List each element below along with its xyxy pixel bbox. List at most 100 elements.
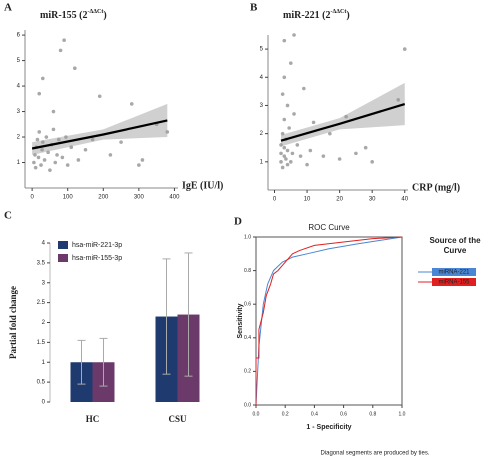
point [51,109,56,114]
point [311,120,316,125]
y-tick-label: 2 [260,131,264,137]
point [97,94,102,99]
point [40,140,45,144]
x-tick-label: 0.0 [253,411,260,417]
point [42,158,47,162]
point [36,155,41,160]
y-tick-label: 0.4 [244,335,251,341]
point [64,135,68,139]
point [295,143,300,147]
legend-title: Source of the Curve [429,236,481,255]
point [48,168,52,172]
chart-title: ROC Curve [308,223,350,232]
y-tick-label: 4 [42,241,46,247]
point [321,154,326,158]
plot-frame [255,236,403,406]
title-superscript: -ΔΔCt [88,9,104,15]
confidence-band [281,82,405,147]
point [402,47,407,51]
y-tick-label: 1 [42,360,46,366]
y-tick-label: 3 [260,103,264,109]
legend-swatch [58,254,68,262]
y-tick-label: 1 [17,160,21,166]
point [292,33,296,37]
point [40,76,45,81]
point [396,98,401,102]
point [58,48,63,53]
point [37,91,42,96]
roc-line [255,236,403,405]
fit-line [31,119,168,150]
panel-label: A [4,2,12,14]
x-tick-label: 1.0 [399,411,406,417]
legend-swatch [432,278,476,286]
x-tick-label: CSU [168,414,187,424]
point [308,148,313,153]
y-tick-label: 2.5 [37,300,46,306]
y-tick-label: 4 [260,75,264,81]
y-tick-label: 0.8 [244,268,251,274]
title-text: miR-155 (2 [40,10,88,21]
y-tick-label: 0 [42,400,46,406]
point [370,160,374,164]
point [129,102,134,106]
x-tick-label: 0.2 [282,411,289,417]
point [137,163,141,167]
point [290,151,295,156]
point [73,66,77,71]
point [39,163,43,167]
y-tick-label: 1 [260,159,264,165]
y-tick-label: 0.2 [244,369,251,375]
title-end: ) [103,10,106,21]
point [32,160,36,165]
point [344,114,348,119]
x-tick-label: 0.8 [369,411,376,417]
point [53,160,58,165]
point [282,75,287,80]
y-tick-label: 0.5 [37,380,46,386]
point [279,160,283,164]
legend-label: miRNA-221 [438,270,470,276]
x-tick-label: 0 [30,195,34,201]
x-tick-label: 100 [63,195,74,201]
point [46,150,50,155]
legend-label: miRNA-155 [438,280,470,286]
x-tick-label: 400 [169,195,180,201]
x-tick-label: 0.4 [311,411,318,417]
point [83,147,88,152]
chart-title: miR-155 (2-ΔΔCt) [40,9,107,21]
point [279,143,283,147]
point [65,163,70,167]
y-tick-label: 6 [17,33,21,39]
y-tick-label: 1.5 [37,340,46,346]
legend-label: hsa-miR-221-3p [72,242,122,249]
point [119,140,123,144]
point [279,151,283,156]
point [62,38,66,42]
x-tick-label: 0.6 [340,411,347,417]
y-axis-label: Partial fold change [8,286,18,359]
point [57,137,61,142]
x-axis-label: IgE (IU/l) [182,180,223,191]
panel-label: C [4,210,12,222]
point [363,145,368,150]
point [76,158,81,162]
point [292,112,296,116]
point [285,148,290,153]
point [305,162,309,167]
point [282,117,287,122]
point [280,165,285,170]
point [69,145,74,150]
legend-label: hsa-miR-155-3p [72,255,122,262]
y-tick-label: 3.5 [37,260,46,266]
point [165,130,170,134]
y-tick-label: 5 [17,58,21,64]
point [33,165,38,170]
y-tick-label: 0.6 [244,302,251,308]
y-tick-label: 2 [42,320,46,326]
y-tick-label: 3 [17,109,21,115]
point [354,151,358,156]
x-axis-label: 1 - Specificity [306,424,351,431]
y-tick-label: 0.0 [244,402,251,408]
